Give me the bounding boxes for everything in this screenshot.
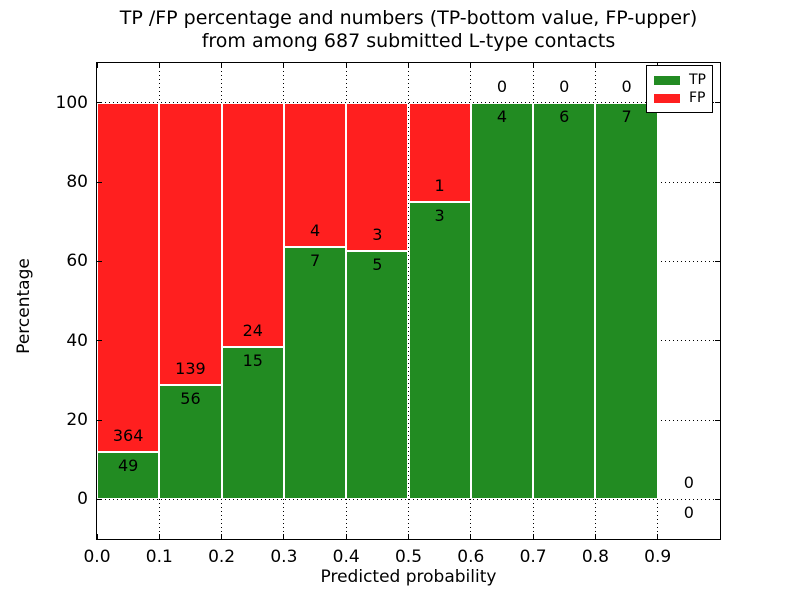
y-tick-mark: [715, 419, 720, 421]
fp-bar-segment: [346, 102, 409, 252]
x-tick-mark: [532, 63, 534, 68]
x-tick-mark: [283, 63, 285, 68]
tp-count-label: 7: [621, 106, 632, 126]
x-tick-mark: [221, 63, 223, 68]
x-tick-label: 0.6: [457, 547, 485, 567]
y-tick-label: 60: [66, 251, 88, 272]
fp-bar-segment: [283, 102, 347, 247]
y-tick-mark: [715, 181, 720, 183]
y-tick-mark: [715, 340, 720, 342]
fp-count-label: 364: [112, 426, 144, 446]
fp-count-label: 0: [496, 76, 508, 96]
x-tick-label: 0.2: [208, 547, 236, 567]
fp-count-label: 3: [372, 225, 383, 245]
x-tick-mark: [158, 63, 160, 68]
x-tick-mark: [594, 534, 596, 539]
fp-count-label: 1: [434, 175, 445, 195]
legend: TP FP: [646, 65, 713, 113]
x-tick-mark: [470, 534, 472, 539]
fp-count-label: 24: [242, 320, 263, 340]
fp-bar-segment: [97, 102, 160, 453]
tp-bar-segment: [283, 246, 347, 500]
x-tick-mark: [532, 534, 534, 539]
tp-count-label: 49: [117, 456, 139, 476]
legend-entry-fp: FP: [654, 89, 706, 107]
x-tick-label: 0.0: [83, 547, 111, 567]
tp-bar-segment: [595, 102, 658, 500]
x-tick-mark: [96, 534, 98, 539]
x-tick-mark: [345, 534, 347, 539]
y-tick-mark: [97, 340, 102, 342]
y-tick-label: 100: [55, 92, 88, 113]
x-tick-mark: [345, 63, 347, 68]
y-tick-mark: [97, 498, 102, 500]
tp-count-label: 6: [559, 106, 570, 126]
x-tick-label: 0.4: [332, 547, 360, 567]
fp-count-label: 0: [621, 76, 632, 96]
fp-count-label: 4: [309, 220, 321, 240]
y-tick-mark: [97, 181, 102, 183]
fp-bar-segment: [221, 102, 284, 347]
x-axis-label: Predicted probability: [320, 567, 497, 587]
plot-area: 364 49 139 56 24 15 4 7 3 5 1 3 0 4 0 6 0 7 0 0: [96, 62, 721, 540]
fp-count-label: 0: [683, 473, 694, 493]
tp-count-label: 0: [683, 503, 694, 523]
tp-bar-segment: [533, 102, 596, 500]
y-tick-mark: [97, 102, 102, 104]
chart-title-line1: TP /FP percentage and numbers (TP-bottom…: [119, 7, 698, 29]
x-tick-label: 0.8: [581, 547, 609, 567]
tp-count-label: 4: [496, 106, 508, 126]
chart-title: TP /FP percentage and numbers (TP-bottom…: [96, 7, 721, 53]
x-tick-mark: [594, 63, 596, 68]
tp-count-label: 56: [180, 389, 201, 409]
x-tick-mark: [221, 534, 223, 539]
fp-legend-swatch: [654, 93, 680, 103]
tp-bar-segment: [97, 452, 160, 500]
y-tick-mark: [97, 260, 102, 262]
y-axis-label: Percentage: [14, 258, 34, 354]
tp-count-label: 5: [372, 255, 383, 275]
y-tick-mark: [715, 102, 720, 104]
fp-count-label: 0: [559, 76, 570, 96]
x-tick-label: 0.7: [519, 547, 547, 567]
x-tick-label: 0.5: [394, 547, 423, 567]
y-tick-label: 20: [66, 410, 88, 430]
y-tick-mark: [715, 260, 720, 262]
x-tick-mark: [283, 534, 285, 539]
tp-bar-segment: [159, 385, 222, 500]
x-tick-mark: [408, 63, 409, 68]
y-tick-label: 80: [66, 172, 88, 192]
x-tick-mark: [657, 534, 659, 539]
tp-count-label: 3: [434, 205, 445, 225]
x-tick-mark: [470, 63, 472, 68]
x-gridline: [657, 63, 659, 539]
fp-count-label: 139: [175, 359, 206, 379]
tp-count-label: 15: [242, 350, 263, 370]
tp-count-label: 7: [309, 250, 321, 270]
y-tick-label: 40: [66, 330, 88, 351]
tp-legend-label: TP: [689, 72, 706, 88]
tp-bar-segment: [221, 346, 284, 500]
y-tick-mark: [97, 419, 102, 421]
x-tick-mark: [96, 63, 98, 68]
x-tick-label: 0.1: [145, 547, 173, 567]
x-tick-label: 0.9: [644, 547, 672, 567]
y-tick-mark: [715, 498, 720, 500]
legend-entry-tp: TP: [654, 71, 706, 89]
tp-legend-swatch: [654, 75, 680, 85]
fp-bar-segment: [159, 102, 222, 386]
x-tick-label: 0.3: [270, 547, 298, 567]
fp-legend-label: FP: [689, 90, 706, 106]
tp-bar-segment: [470, 102, 534, 500]
x-tick-mark: [158, 534, 160, 539]
tp-bar-segment: [346, 251, 409, 500]
fp-bar-segment: [408, 102, 471, 202]
x-tick-mark: [408, 534, 409, 539]
y-tick-label: 0: [77, 489, 88, 510]
chart-title-line2: from among 687 submitted L-type contacts: [201, 30, 616, 52]
tp-bar-segment: [408, 201, 471, 500]
